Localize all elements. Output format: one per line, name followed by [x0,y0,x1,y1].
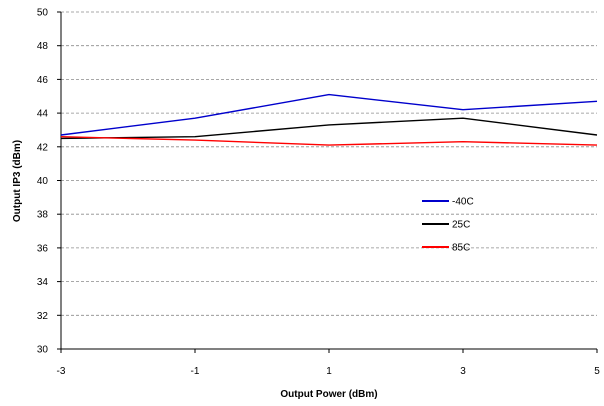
y-tick-label: 30 [37,345,49,356]
legend-label-85c: 85C [452,243,470,254]
legend-label-25c: 25C [452,220,470,231]
x-tick-labels: -3 -1 1 3 5 [57,366,601,377]
legend-label-40c: -40C [452,197,474,208]
x-tick-label: 5 [594,366,600,377]
grid-lines [61,11,597,316]
series-line-85c [60,136,598,146]
series-line-25c [60,117,598,140]
y-tick-label: 48 [37,41,49,52]
x-tick-label: -3 [57,366,66,377]
y-tick-label: 34 [37,277,49,288]
x-tick-label: 1 [326,366,332,377]
legend: -40C 25C 85C [422,197,474,254]
y-tick-label: 38 [37,210,49,221]
y-tick-label: 42 [37,142,49,153]
series-lines [60,93,598,146]
y-tick-label: 46 [37,75,49,86]
x-tick-label: -1 [191,366,200,377]
y-tick-label: 40 [37,176,49,187]
y-axis-title: Output IP3 (dBm) [12,140,23,222]
y-tick-label: 50 [37,8,49,19]
y-tick-label: 36 [37,243,49,254]
y-tick-label: 32 [37,311,49,322]
series-line-40c [60,93,598,136]
x-axis-title: Output Power (dBm) [280,389,377,400]
x-tick-label: 3 [460,366,466,377]
y-tick-label: 44 [37,109,49,120]
y-tick-labels: 30 32 34 36 38 40 42 44 46 48 50 [37,8,49,356]
axes [57,11,598,353]
